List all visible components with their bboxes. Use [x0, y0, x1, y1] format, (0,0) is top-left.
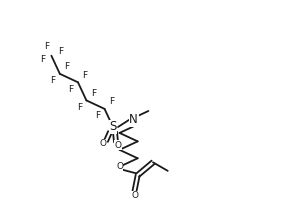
Text: F: F	[44, 42, 50, 51]
Text: F: F	[68, 85, 73, 94]
Text: F: F	[40, 55, 45, 64]
Text: F: F	[109, 97, 114, 106]
Text: S: S	[109, 120, 117, 134]
Text: F: F	[77, 103, 82, 112]
Text: N: N	[129, 113, 138, 126]
Text: F: F	[64, 62, 69, 71]
Text: F: F	[95, 111, 100, 120]
Text: O: O	[100, 140, 106, 149]
Text: O: O	[116, 162, 123, 171]
Text: F: F	[50, 76, 55, 85]
Text: F: F	[82, 71, 88, 80]
Text: O: O	[131, 191, 138, 201]
Text: O: O	[115, 141, 121, 150]
Text: F: F	[91, 89, 96, 98]
Text: F: F	[58, 47, 63, 56]
